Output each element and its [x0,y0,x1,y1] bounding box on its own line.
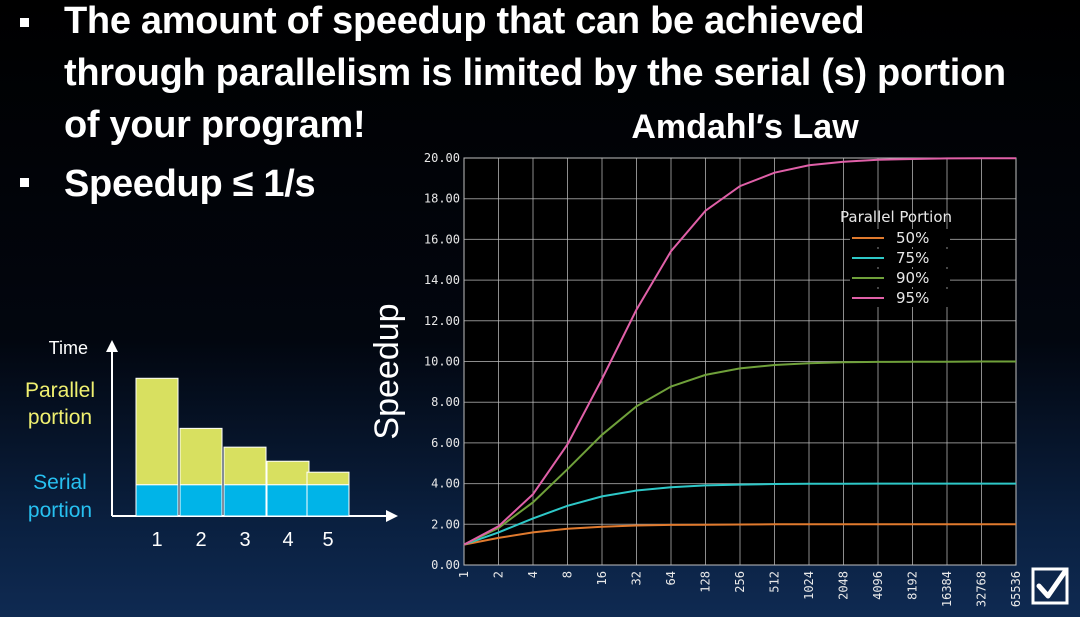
bullet-text: Speedup ≤ 1/s [64,163,316,205]
x-tick-label: 16 [595,571,609,585]
y-tick-label: 2.00 [431,517,460,531]
parallel-portion-label-line-2: portion [28,406,92,429]
x-tick-label: 8192 [906,571,920,600]
y-tick-label: 0.00 [431,558,460,572]
bar-category-label: 4 [282,529,293,551]
bar-serial-4 [266,484,310,517]
x-tick-label: 64 [664,571,678,585]
y-axis-label: Speedup [368,303,406,439]
series-line-75pct [463,482,1016,546]
bullet-text: The amount of speedup that can be achiev… [64,0,1006,151]
bullet-square-icon [20,178,29,187]
x-tick-label: 2048 [837,571,851,600]
bar-category-label: 5 [322,529,333,551]
chart-title: Amdahl′s Law [631,108,859,146]
bar-category-label: 3 [239,529,250,551]
bullet-square-icon [20,18,29,27]
x-tick-label: 128 [699,571,713,593]
parallel-portion-label-line-1: Parallel [25,379,95,402]
series-line-90pct [463,360,1016,546]
bullet-line-3: of your program! [64,104,366,146]
bar-serial-2 [179,484,223,517]
bar-serial-1 [135,484,179,517]
y-tick-label: 12.00 [424,314,460,328]
y-tick-label: 20.00 [424,151,460,165]
x-tick-label: 32 [630,571,644,585]
x-tick-label: 1 [457,571,471,578]
x-tick-label: 4096 [871,571,885,600]
x-tick-label: 512 [768,571,782,593]
bar-parallel-5 [306,471,350,486]
legend-entry-background [850,229,950,247]
y-tick-label: 4.00 [431,477,460,491]
checkbox-checked-icon[interactable] [1030,566,1070,606]
y-tick-label: 16.00 [424,232,460,246]
legend-entry-background [850,269,950,287]
y-tick-label: 18.00 [424,192,460,206]
legend-label: 90% [896,269,929,287]
x-tick-label: 8 [561,571,575,578]
time-bar-chart: 1 2 3 4 5 Time Parallel portion Serial portion [25,338,398,551]
y-axis-arrow-icon [106,340,118,352]
x-tick-label: 16384 [940,571,954,607]
x-axis-arrow-icon [386,510,398,522]
bar-serial-5 [306,484,350,517]
bar-serial-3 [223,484,267,517]
series-line-50pct [463,523,1016,546]
legend-label: 50% [896,229,929,247]
legend-entry-background [850,249,950,267]
bar-parallel-3 [223,446,267,486]
bar-category-label: 1 [151,529,162,551]
legend-entry-background [850,289,950,307]
y-tick-label: 6.00 [431,436,460,450]
x-tick-label: 65536 [1009,571,1023,607]
y-tick-label: 14.00 [424,273,460,287]
x-tick-label: 4 [526,571,540,578]
x-tick-label: 2 [492,571,506,578]
x-tick-label: 1024 [802,571,816,600]
bullet-line-2: through parallelism is limited by the se… [64,52,1006,94]
y-tick-label: 8.00 [431,395,460,409]
y-axis-label: Time [49,338,88,358]
bar-parallel-1 [135,377,179,486]
serial-portion-label-line-2: portion [28,499,92,522]
bullet-line-1: The amount of speedup that can be achiev… [64,0,865,42]
y-tick-label: 10.00 [424,355,460,369]
bar-parallel-4 [266,460,310,486]
legend-label: 75% [896,249,929,267]
x-tick-label: 32768 [975,571,989,607]
serial-portion-label-line-1: Serial [33,471,87,494]
bar-parallel-2 [179,427,223,486]
legend-label: 95% [896,289,929,307]
legend-title: Parallel Portion [840,208,952,226]
bar-category-label: 2 [195,529,206,551]
x-tick-label: 256 [733,571,747,593]
series-line-95pct [463,157,1016,546]
amdahl-line-chart: 1 2 4 8 16 32 64 128 256 512 1024 2048 4096 8192 16384… [368,151,1023,607]
